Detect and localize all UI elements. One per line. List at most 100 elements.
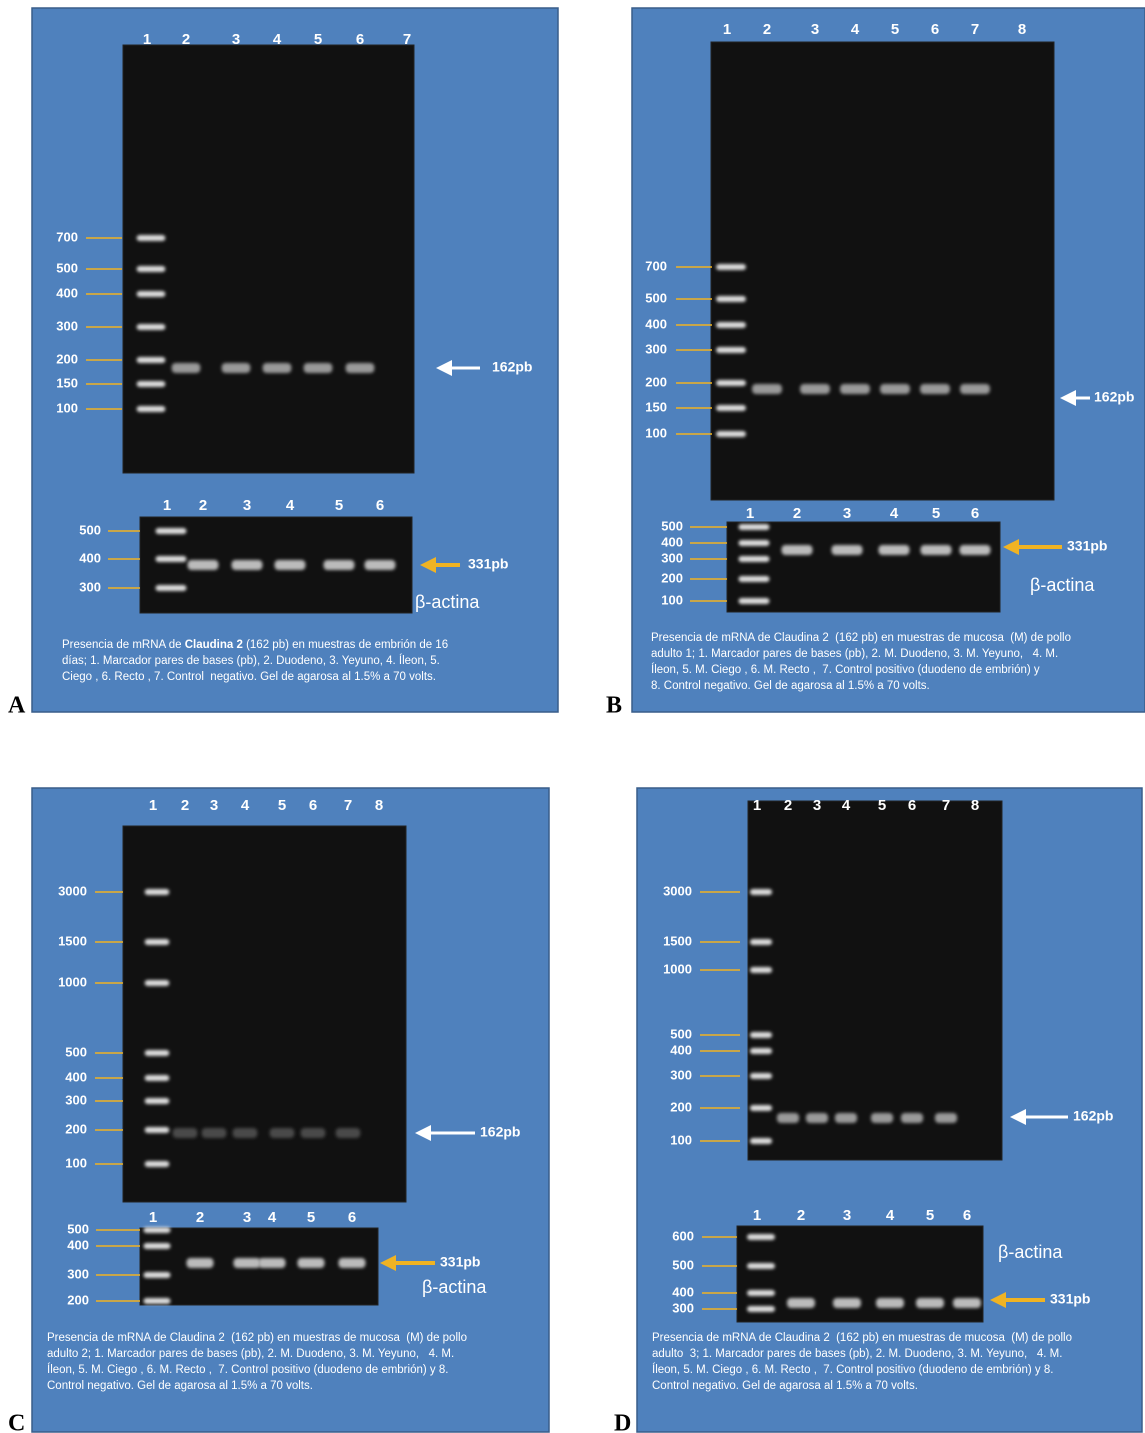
figure: A1234567700500400300200150100162pb123456… xyxy=(0,0,1145,1433)
sample-band xyxy=(835,1113,857,1123)
caption-segment: (162 pb) en muestras de embrión de 16 xyxy=(243,639,448,651)
lane-label: 6 xyxy=(908,797,916,814)
lane-label: 8 xyxy=(375,797,383,814)
band-label: 331pb xyxy=(440,1254,480,1270)
marker-label: 1000 xyxy=(663,961,692,976)
band-label: 162pb xyxy=(1073,1108,1113,1124)
lane-label: 5 xyxy=(335,497,343,514)
ladder-band xyxy=(738,540,769,546)
ladder-band xyxy=(738,524,769,530)
sample-band xyxy=(222,363,251,373)
ladder-band xyxy=(716,296,746,302)
lane-label: 2 xyxy=(784,797,792,814)
ladder-band xyxy=(156,556,187,562)
sample-band xyxy=(275,560,306,570)
marker-label: 400 xyxy=(661,534,683,549)
lane-label: 5 xyxy=(307,1209,315,1226)
ladder-band xyxy=(716,431,746,437)
marker-label: 500 xyxy=(645,290,667,305)
lane-label: 1 xyxy=(149,1209,157,1226)
marker-label: 600 xyxy=(672,1228,694,1243)
ladder-band xyxy=(750,1048,772,1054)
lane-label: 5 xyxy=(878,797,886,814)
band-label: 331pb xyxy=(1050,1291,1090,1307)
ladder-band xyxy=(143,1227,170,1233)
lane-label: 1 xyxy=(753,797,761,814)
marker-label: 500 xyxy=(672,1257,694,1272)
band-label: 331pb xyxy=(1067,538,1107,554)
ladder-band xyxy=(145,939,170,945)
lane-label: 3 xyxy=(243,1209,251,1226)
sample-band xyxy=(173,1128,198,1138)
ladder-band xyxy=(137,266,166,272)
marker-label: 200 xyxy=(670,1099,692,1114)
ladder-band xyxy=(747,1263,775,1269)
sample-band xyxy=(297,1258,324,1268)
ladder-band xyxy=(750,1073,772,1079)
lane-label: 4 xyxy=(886,1207,895,1224)
lane-label: 8 xyxy=(1018,21,1026,38)
ladder-band xyxy=(145,889,170,895)
ladder-band xyxy=(143,1243,170,1249)
ladder-band xyxy=(716,347,746,353)
marker-label: 500 xyxy=(65,1044,87,1059)
ladder-band xyxy=(137,291,166,297)
marker-label: 100 xyxy=(56,400,78,415)
caption-line: adulto 1; 1. Marcador pares de bases (pb… xyxy=(651,648,1058,660)
gene-label: β-actina xyxy=(998,1242,1063,1262)
ladder-band xyxy=(747,1290,775,1296)
marker-label: 100 xyxy=(670,1132,692,1147)
lane-label: 2 xyxy=(181,797,189,814)
caption-line: adulto 3; 1. Marcador pares de bases (pb… xyxy=(652,1348,1062,1360)
ladder-band xyxy=(750,939,772,945)
lane-label: 3 xyxy=(843,1207,851,1224)
lane-label: 2 xyxy=(199,497,207,514)
caption-line: días; 1. Marcador pares de bases (pb), 2… xyxy=(62,654,440,667)
band-label: 162pb xyxy=(480,1124,520,1140)
ladder-band xyxy=(145,1075,170,1081)
lane-label: 6 xyxy=(931,21,939,38)
sample-band xyxy=(346,363,375,373)
lane-label: 2 xyxy=(182,31,190,48)
marker-label: 1500 xyxy=(58,933,87,948)
lane-label: 7 xyxy=(403,31,411,48)
marker-label: 300 xyxy=(65,1092,87,1107)
caption-line: 8. Control negativo. Gel de agarosa al 1… xyxy=(651,680,930,692)
marker-label: 700 xyxy=(645,258,667,273)
sample-band xyxy=(880,384,910,394)
marker-label: 3000 xyxy=(663,883,692,898)
ladder-band xyxy=(747,1306,775,1312)
sample-band xyxy=(188,560,219,570)
caption-line: Control negativo. Gel de agarosa al 1.5%… xyxy=(47,1380,313,1392)
lane-label: 3 xyxy=(811,21,819,38)
sample-band xyxy=(901,1113,923,1123)
ladder-band xyxy=(750,1105,772,1111)
caption-line: Presencia de mRNA de Claudina 2 (162 pb)… xyxy=(62,639,448,651)
ladder-band xyxy=(750,1032,772,1038)
lane-label: 5 xyxy=(926,1207,934,1224)
panel-letter: D xyxy=(614,1411,631,1433)
ladder-band xyxy=(145,1127,170,1133)
caption-segment: Claudina 2 xyxy=(185,639,243,651)
caption-line: Ciego , 6. Recto , 7. Control negativo. … xyxy=(62,671,436,683)
ladder-band xyxy=(137,381,166,387)
marker-label: 300 xyxy=(79,579,101,594)
ladder-band xyxy=(145,1161,170,1167)
lane-label: 3 xyxy=(843,505,851,522)
marker-label: 1500 xyxy=(663,933,692,948)
caption-line: Presencia de mRNA de Claudina 2 (162 pb)… xyxy=(652,1332,1072,1344)
marker-label: 1000 xyxy=(58,974,87,989)
lane-label: 5 xyxy=(314,31,322,48)
gel xyxy=(748,801,1002,1160)
lane-label: 2 xyxy=(793,505,801,522)
lane-label: 5 xyxy=(891,21,899,38)
marker-label: 400 xyxy=(67,1237,89,1252)
marker-label: 500 xyxy=(67,1221,89,1236)
sample-band xyxy=(959,545,990,555)
lane-label: 6 xyxy=(376,497,384,514)
caption-line: Presencia de mRNA de Claudina 2 (162 pb)… xyxy=(651,632,1071,644)
marker-label: 100 xyxy=(65,1155,87,1170)
sample-band xyxy=(258,1258,285,1268)
ladder-band xyxy=(137,324,166,330)
lane-label: 2 xyxy=(797,1207,805,1224)
